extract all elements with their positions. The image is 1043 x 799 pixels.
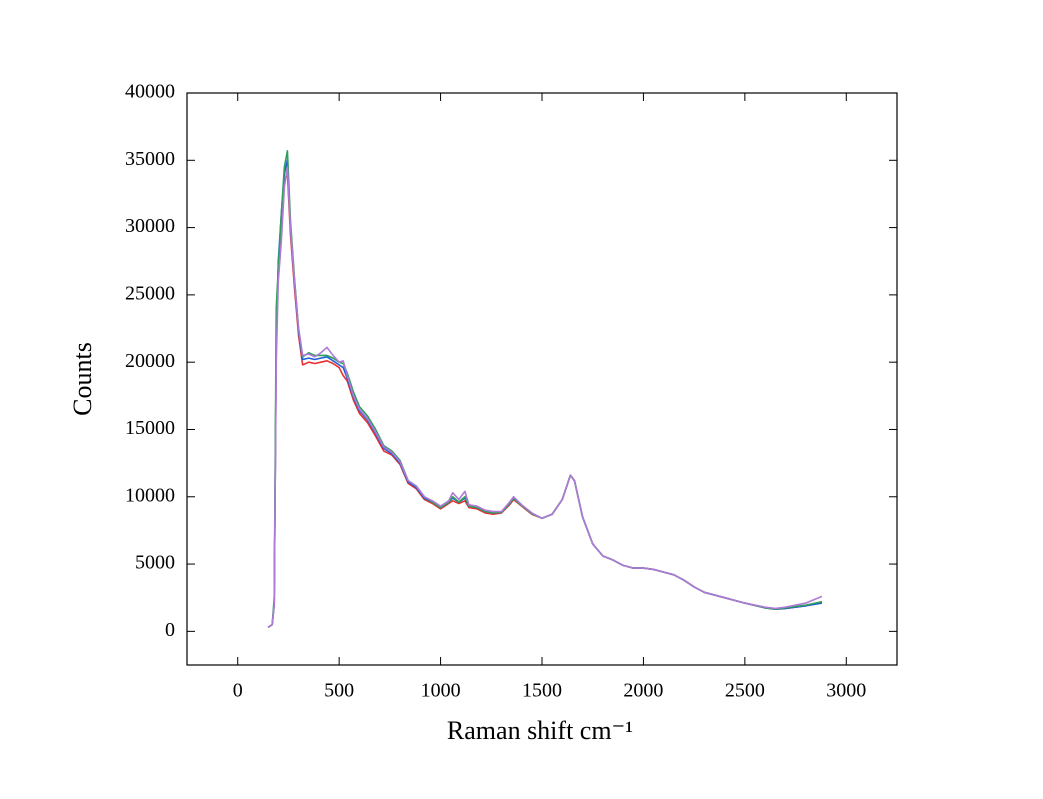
y-tick-label: 35000 [125, 148, 175, 170]
x-tick-label: 500 [324, 680, 354, 702]
plot-frame [186, 92, 898, 666]
y-tick-label: 20000 [125, 350, 175, 372]
y-tick-label: 40000 [125, 81, 175, 103]
x-tick-label: 2000 [623, 680, 663, 702]
x-tick-label: 0 [233, 680, 243, 702]
x-tick-label: 3000 [826, 680, 866, 702]
x-tick-label: 2500 [725, 680, 765, 702]
y-tick-label: 0 [165, 619, 175, 641]
y-axis-label: Counts [68, 342, 97, 416]
y-tick-label: 5000 [135, 552, 175, 574]
y-tick-label: 10000 [125, 484, 175, 506]
series-line [267, 166, 823, 628]
y-tick-label: 30000 [125, 215, 175, 237]
y-tick-label: 15000 [125, 417, 175, 439]
x-tick-label: 1500 [522, 680, 562, 702]
y-tick-label: 25000 [125, 282, 175, 304]
series-line [267, 172, 823, 628]
x-axis-label: Raman shift cm⁻¹ [447, 716, 633, 745]
x-tick-label: 1000 [421, 680, 461, 702]
